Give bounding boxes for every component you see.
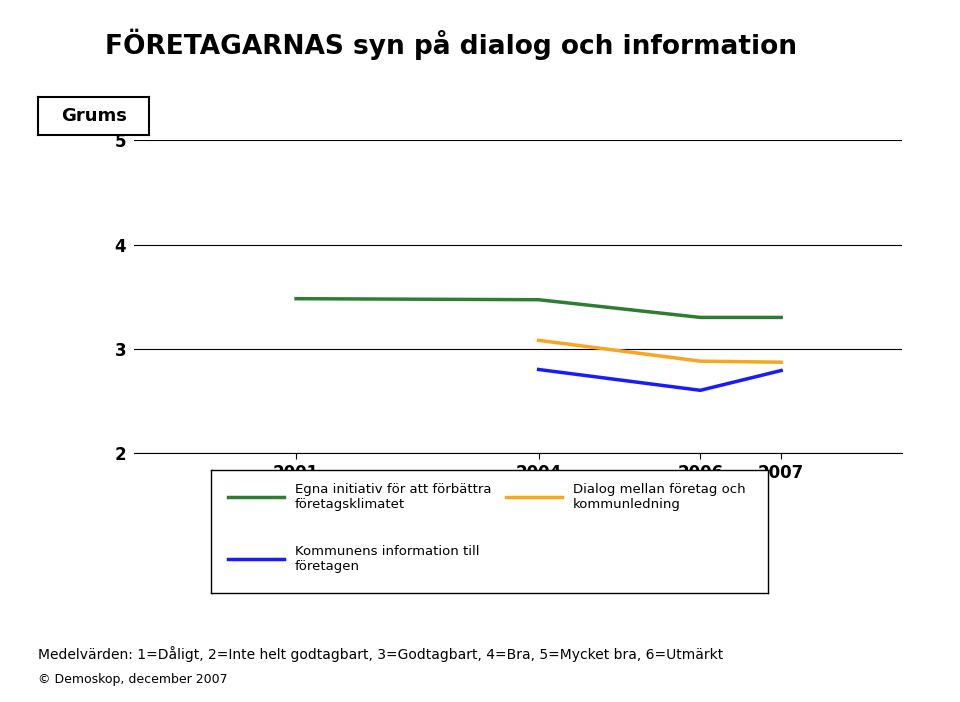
Text: Dialog mellan företag och
kommunledning: Dialog mellan företag och kommunledning bbox=[573, 484, 746, 511]
Text: Grums: Grums bbox=[60, 107, 127, 125]
Text: Egna initiativ för att förbättra
företagsklimatet: Egna initiativ för att förbättra företag… bbox=[295, 484, 492, 511]
Text: © Demoskop, december 2007: © Demoskop, december 2007 bbox=[38, 673, 228, 686]
Text: Medelvärden: 1=Dåligt, 2=Inte helt godtagbart, 3=Godtagbart, 4=Bra, 5=Mycket bra: Medelvärden: 1=Dåligt, 2=Inte helt godta… bbox=[38, 647, 724, 662]
Text: FÖRETAGARNAS syn på dialog och information: FÖRETAGARNAS syn på dialog och informati… bbox=[106, 28, 797, 60]
Text: Kommunens information till
företagen: Kommunens information till företagen bbox=[295, 545, 479, 573]
